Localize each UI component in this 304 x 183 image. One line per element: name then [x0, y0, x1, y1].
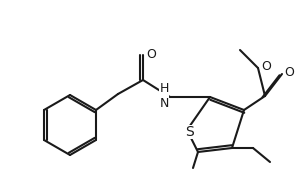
Text: H
N: H N [159, 82, 169, 110]
Text: O: O [261, 61, 271, 74]
Text: S: S [186, 125, 194, 139]
Text: O: O [284, 66, 294, 79]
Text: O: O [146, 48, 156, 61]
